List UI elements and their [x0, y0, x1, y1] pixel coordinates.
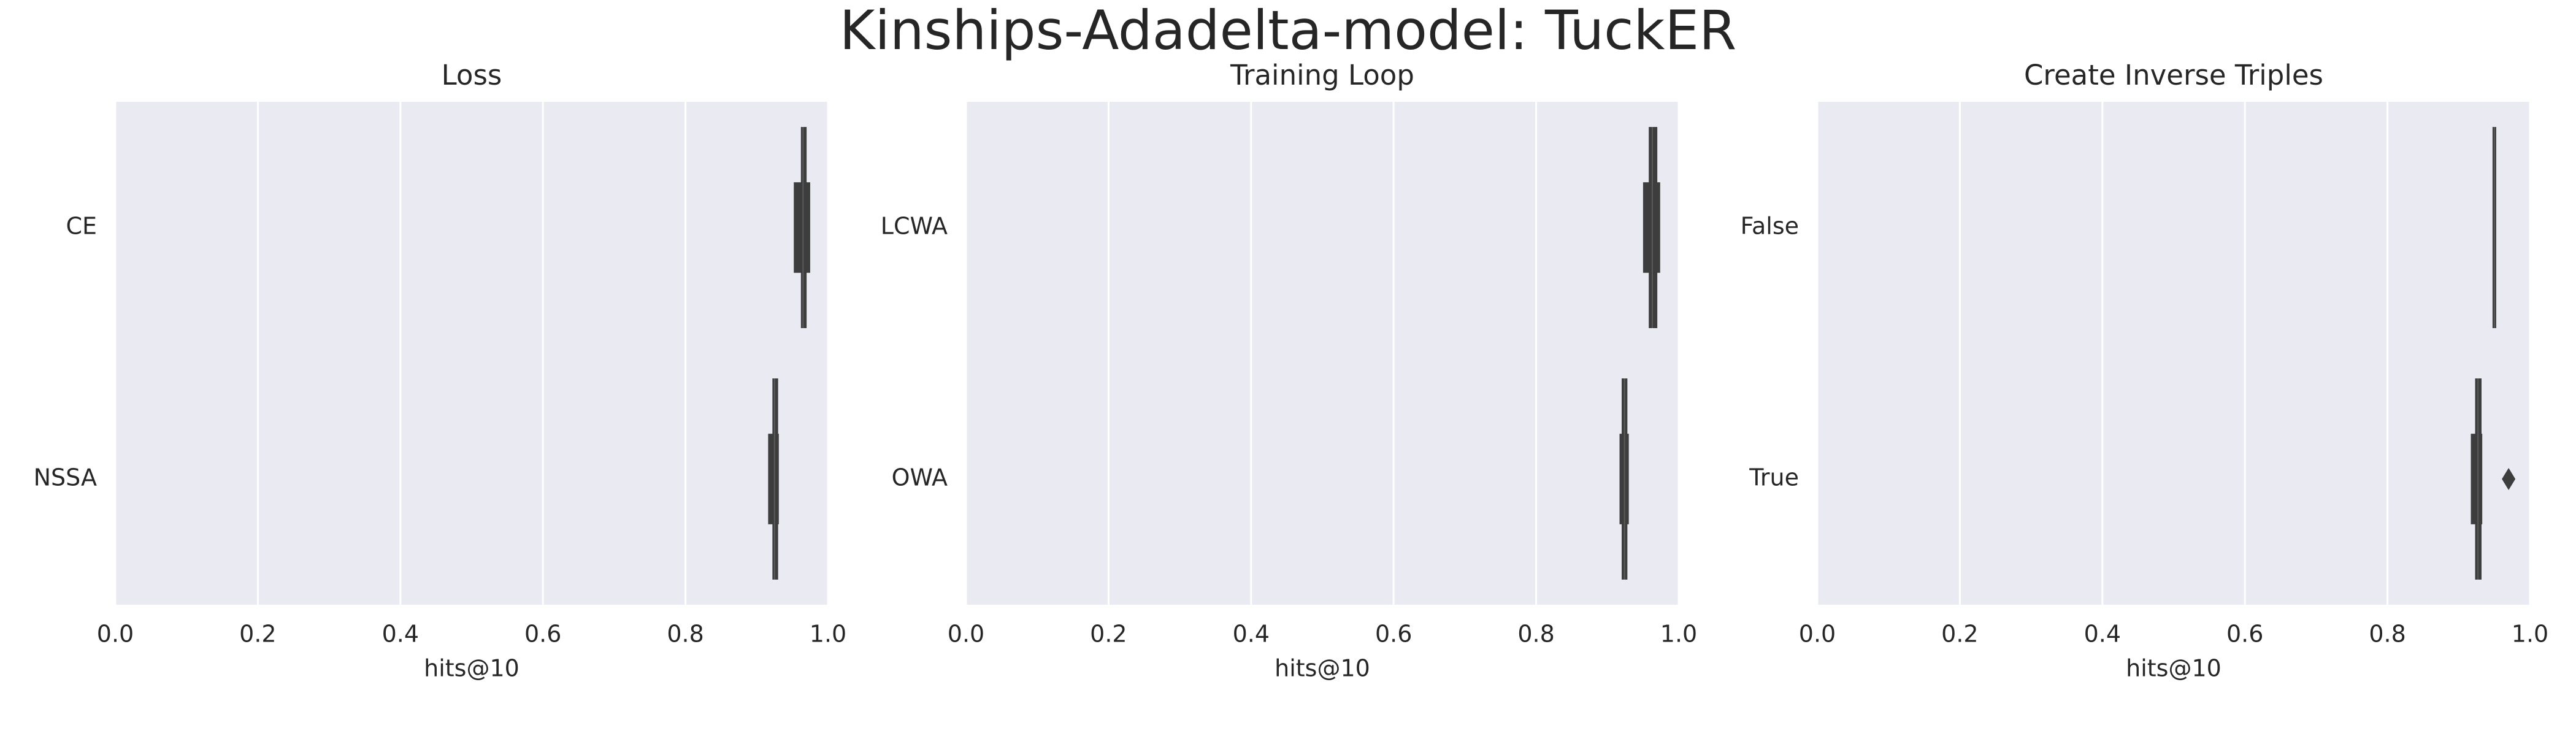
x-axis-label: hits@10: [2126, 655, 2221, 682]
y-tick-label: CE: [66, 213, 97, 240]
x-tick-label: 0.8: [667, 621, 703, 648]
x-tick-label: 1.0: [2512, 621, 2548, 648]
x-tick-label: 0.6: [1375, 621, 1412, 648]
x-tick-label: 0.6: [2226, 621, 2263, 648]
x-tick-label: 0.0: [97, 621, 134, 648]
x-tick-label: 0.4: [382, 621, 419, 648]
plot-background: [115, 102, 828, 605]
y-tick-label: False: [1741, 213, 1799, 240]
x-tick-label: 0.0: [1799, 621, 1836, 648]
x-tick-label: 0.2: [1941, 621, 1978, 648]
panel-title: Loss: [442, 59, 502, 91]
x-tick-label: 0.4: [2084, 621, 2121, 648]
y-tick-label: OWA: [892, 464, 948, 491]
y-tick-label: NSSA: [34, 464, 97, 491]
x-tick-label: 0.6: [524, 621, 561, 648]
panel-title: Create Inverse Triples: [2024, 59, 2323, 91]
x-tick-label: 0.4: [1233, 621, 1270, 648]
x-tick-label: 0.8: [1517, 621, 1554, 648]
x-tick-label: 0.0: [948, 621, 984, 648]
boxen-box: [2471, 434, 2483, 524]
x-tick-label: 1.0: [810, 621, 846, 648]
x-tick-label: 0.2: [1090, 621, 1127, 648]
boxen-box: [794, 182, 810, 273]
figure-title: Kinships-Adadelta-model: TuckER: [840, 0, 1736, 62]
panel-title: Training Loop: [1230, 59, 1414, 91]
x-tick-label: 0.8: [2369, 621, 2405, 648]
x-tick-label: 1.0: [1660, 621, 1697, 648]
x-axis-label: hits@10: [1275, 655, 1370, 682]
x-tick-label: 0.2: [239, 621, 276, 648]
plot-background: [1817, 102, 2530, 605]
x-axis-label: hits@10: [424, 655, 519, 682]
boxen-box: [1643, 182, 1660, 273]
y-tick-label: LCWA: [881, 213, 948, 240]
outlier: [2502, 468, 2516, 490]
y-tick-label: True: [1749, 464, 1799, 491]
plot-background: [966, 102, 1679, 605]
boxen-box: [768, 434, 779, 524]
